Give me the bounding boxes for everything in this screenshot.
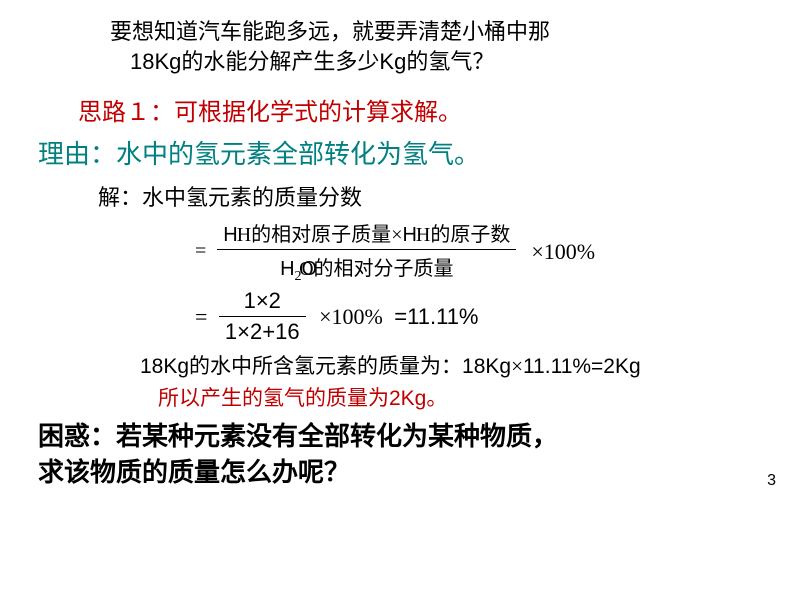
fraction-2: 1×2 1×2+16 — [219, 288, 306, 345]
solution-header: 解：水中氢元素的质量分数 — [98, 180, 362, 212]
conclusion-line: 所以产生的氢气的质量为2Kg。 — [158, 382, 447, 412]
kunhuo-label: 困惑： — [38, 421, 116, 451]
mass-calc-line: 18Kg的水中所含氢元素的质量为：18Kg×11.11%=2Kg — [140, 350, 641, 380]
silu-line: 思路１：可根据化学式的计算求解。 — [78, 92, 462, 127]
liyou-label: 理由： — [38, 140, 116, 169]
kunhuo-line-1: 困惑：若某种元素没有全部转化为某种物质， — [38, 416, 558, 453]
silu-label: 思路１： — [78, 100, 174, 126]
liyou-line: 理由：水中的氢元素全部转化为氢气。 — [38, 134, 480, 171]
mass-18kg: 18Kg — [130, 49, 181, 74]
kunhuo-line-2: 求该物质的质量怎么办呢？ — [38, 452, 350, 489]
page-number: 3 — [767, 472, 776, 490]
intro-line-1: 要想知道汽车能跑多远，就要弄清楚小桶中那 — [110, 14, 550, 46]
formula-1: = HH的相对原子质量×HH的原子数 H2OO的相对分子质量 ×100% — [195, 218, 595, 285]
result-percent: =11.11% — [394, 304, 478, 329]
silu-text: 可根据化学式的计算求解。 — [174, 100, 462, 126]
liyou-text: 水中的氢元素全部转化为氢气。 — [116, 140, 480, 169]
intro-line-2: 18Kg的水能分解产生多少Kg的氢气？ — [130, 44, 494, 76]
fraction-1: HH的相对原子质量×HH的原子数 H2OO的相对分子质量 — [217, 218, 516, 285]
formula-2: = 1×2 1×2+16 ×100% =11.11% — [195, 288, 479, 345]
